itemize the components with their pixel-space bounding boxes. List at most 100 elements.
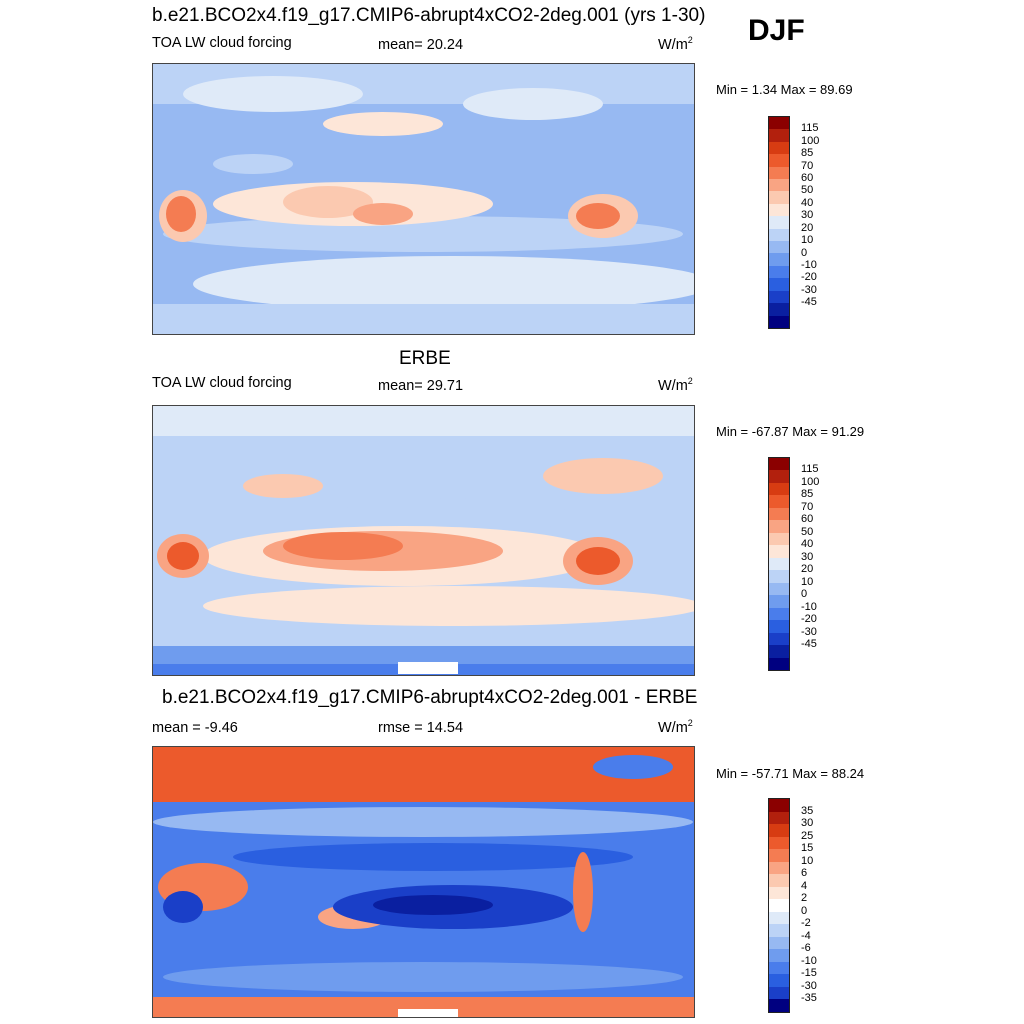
colorbar-tick-label: 50 (801, 184, 814, 197)
colorbar-segment (769, 265, 789, 279)
colorbar-segment (769, 203, 789, 217)
colorbar-segment (769, 303, 789, 316)
colorbar-segment (769, 595, 789, 608)
season-label: DJF (748, 14, 805, 47)
colorbar-tick-label: 2 (801, 892, 808, 905)
panel2-title: ERBE (399, 348, 451, 369)
panel3-colorbar (768, 798, 790, 1013)
colorbar-segment (769, 216, 789, 229)
colorbar-tick-label: 30 (801, 550, 814, 563)
colorbar-tick-label: 10 (801, 575, 814, 588)
colorbar-tick-label: 70 (801, 500, 814, 513)
colorbar-tick-label: 0 (801, 588, 808, 601)
colorbar-tick-label: 40 (801, 538, 814, 551)
colorbar-tick-label: -35 (801, 992, 817, 1005)
colorbar-segment (769, 986, 789, 1000)
colorbar-segment (769, 949, 789, 962)
colorbar-tick-label: -10 (801, 600, 817, 613)
colorbar-segment (769, 874, 789, 887)
colorbar-segment (769, 899, 789, 912)
colorbar-tick-label: -30 (801, 283, 817, 296)
colorbar-segment (769, 632, 789, 646)
colorbar-tick-label: 20 (801, 563, 814, 576)
panel2-colorbar (768, 457, 790, 671)
colorbar-segment (769, 191, 789, 204)
colorbar-tick-label: -45 (801, 296, 817, 309)
panel2-mean-label: mean= 29.71 (378, 378, 464, 394)
colorbar-segment (769, 607, 789, 621)
colorbar-tick-label: -45 (801, 638, 817, 651)
colorbar-segment (769, 458, 789, 471)
colorbar-tick-label: 85 (801, 488, 814, 501)
colorbar-segment (769, 141, 789, 155)
colorbar-tick-label: 20 (801, 221, 814, 234)
panel1-unit-label: W/m2 (658, 35, 693, 53)
colorbar-tick-label: -20 (801, 613, 817, 626)
panel2-variable-label: TOA LW cloud forcing (152, 375, 292, 391)
panel3-title: b.e21.BCO2x4.f19_g17.CMIP6-abrupt4xCO2-2… (162, 687, 698, 708)
colorbar-segment (769, 999, 789, 1012)
colorbar-segment (769, 811, 789, 825)
colorbar-tick-label: 115 (801, 122, 819, 135)
colorbar-segment (769, 507, 789, 521)
colorbar-segment (769, 482, 789, 496)
colorbar-tick-label: 50 (801, 525, 814, 538)
colorbar-tick-label: 60 (801, 172, 814, 185)
panel1-map (152, 63, 695, 335)
colorbar-segment (769, 241, 789, 254)
colorbar-segment (769, 470, 789, 483)
panel1-minmax: Min = 1.34 Max = 89.69 (716, 82, 853, 97)
colorbar-tick-label: -10 (801, 954, 817, 967)
colorbar-segment (769, 315, 789, 328)
colorbar-segment (769, 836, 789, 850)
colorbar-tick-label: -10 (801, 258, 817, 271)
panel1-colorbar (768, 116, 790, 329)
colorbar-tick-label: 10 (801, 234, 814, 247)
colorbar-segment (769, 117, 789, 130)
colorbar-tick-label: 100 (801, 475, 820, 488)
panel1-variable-label: TOA LW cloud forcing (152, 35, 292, 51)
colorbar-tick-label: -30 (801, 979, 817, 992)
colorbar-segment (769, 974, 789, 987)
colorbar-tick-label: -2 (801, 917, 811, 930)
colorbar-segment (769, 961, 789, 975)
colorbar-segment (769, 924, 789, 937)
colorbar-tick-label: 100 (801, 134, 820, 147)
colorbar-segment (769, 557, 789, 571)
colorbar-segment (769, 253, 789, 266)
colorbar-tick-label: -6 (801, 942, 811, 955)
panel3-mean-label: mean = -9.46 (152, 720, 238, 736)
panel3-rmse-label: rmse = 14.54 (378, 720, 464, 736)
colorbar-tick-label: 4 (801, 879, 808, 892)
colorbar-tick-label: 30 (801, 817, 814, 830)
panel1-title: b.e21.BCO2x4.f19_g17.CMIP6-abrupt4xCO2-2… (152, 5, 706, 26)
colorbar-segment (769, 545, 789, 558)
colorbar-segment (769, 911, 789, 925)
colorbar-tick-label: 35 (801, 804, 814, 817)
colorbar-segment (769, 936, 789, 950)
panel3-unit-label: W/m2 (658, 718, 693, 736)
colorbar-segment (769, 620, 789, 633)
colorbar-tick-label: 70 (801, 159, 814, 172)
colorbar-segment (769, 799, 789, 812)
panel3-minmax: Min = -57.71 Max = 88.24 (716, 766, 865, 781)
colorbar-tick-label: 115 (801, 463, 819, 476)
colorbar-tick-label: 30 (801, 209, 814, 222)
colorbar-tick-label: 40 (801, 196, 814, 209)
colorbar-tick-label: -15 (801, 967, 817, 980)
colorbar-tick-label: 6 (801, 867, 808, 880)
colorbar-tick-label: 60 (801, 513, 814, 526)
colorbar-segment (769, 154, 789, 167)
panel2-unit-label: W/m2 (658, 376, 693, 394)
colorbar-tick-label: -20 (801, 271, 817, 284)
colorbar-segment (769, 886, 789, 900)
colorbar-tick-label: -30 (801, 625, 817, 638)
colorbar-segment (769, 657, 789, 670)
colorbar-tick-label: 0 (801, 904, 808, 917)
colorbar-segment (769, 179, 789, 192)
colorbar-tick-label: -4 (801, 929, 811, 942)
colorbar-segment (769, 228, 789, 242)
colorbar-tick-label: 10 (801, 854, 814, 867)
colorbar-segment (769, 290, 789, 304)
colorbar-segment (769, 532, 789, 546)
